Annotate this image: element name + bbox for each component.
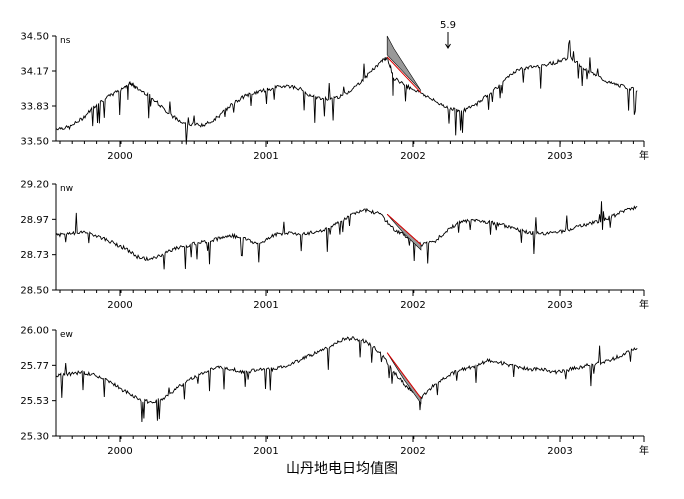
x-tick-label: 2003: [547, 300, 572, 311]
earthquake-annotation: 5.9: [440, 20, 456, 31]
x-tick-label: 2002: [400, 300, 425, 311]
panel-ew: 26.00 25.77 25.53 25.30 2000 2001 2002 2003 年 ew: [20, 326, 649, 458]
y-tick-label: 33.83: [20, 102, 49, 113]
x-tick-label: 2000: [107, 151, 132, 162]
x-tick-label: 2002: [400, 446, 425, 457]
anomaly-shaded-area: [386, 214, 422, 251]
x-tick-label: 2001: [253, 300, 278, 311]
x-tick-label: 2000: [107, 446, 132, 457]
anomaly-trend-line: [386, 56, 422, 94]
series-line: [55, 336, 638, 423]
x-tick-label: 2000: [107, 300, 132, 311]
anomaly-trend-line: [386, 352, 422, 399]
x-tick-label: 年: [639, 149, 649, 162]
y-tick-label: 28.50: [20, 286, 49, 297]
y-tick-label: 33.50: [20, 137, 49, 148]
y-tick-label: 29.20: [20, 180, 49, 191]
series-line: [55, 201, 638, 270]
panel-nw: 29.20 28.97 28.73 28.50 2000 2001 2002 2003 年 nw: [20, 180, 649, 312]
x-tick-label: 2003: [547, 151, 572, 162]
y-tick-label: 34.17: [20, 67, 49, 78]
earthquake-arrow-head: [445, 43, 451, 49]
panel-label: ns: [60, 36, 71, 46]
panel-label: nw: [60, 184, 73, 194]
y-tick-label: 34.50: [20, 32, 49, 43]
x-tick-label: 年: [639, 444, 649, 457]
x-tick-label: 年: [639, 298, 649, 311]
x-tick-label: 2002: [400, 151, 425, 162]
y-tick-label: 25.30: [20, 432, 49, 443]
figure-caption: 山丹地电日均值图: [286, 461, 398, 477]
anomaly-trend-line: [386, 213, 422, 245]
x-tick-label: 2001: [253, 151, 278, 162]
y-tick-label: 28.97: [20, 215, 49, 226]
anomaly-shaded-area: [386, 35, 422, 91]
y-tick-label: 28.73: [20, 250, 49, 261]
y-tick-label: 26.00: [20, 326, 49, 337]
y-tick-label: 25.53: [20, 396, 49, 407]
panel-label: ew: [60, 330, 73, 340]
y-tick-label: 25.77: [20, 361, 49, 372]
x-tick-label: 2003: [547, 446, 572, 457]
panel-ns: 34.50 34.17 33.83 33.50 2000 2001 2002 2003 年 ns 5…: [20, 20, 649, 162]
series-line: [55, 40, 638, 145]
x-tick-label: 2001: [253, 446, 278, 457]
